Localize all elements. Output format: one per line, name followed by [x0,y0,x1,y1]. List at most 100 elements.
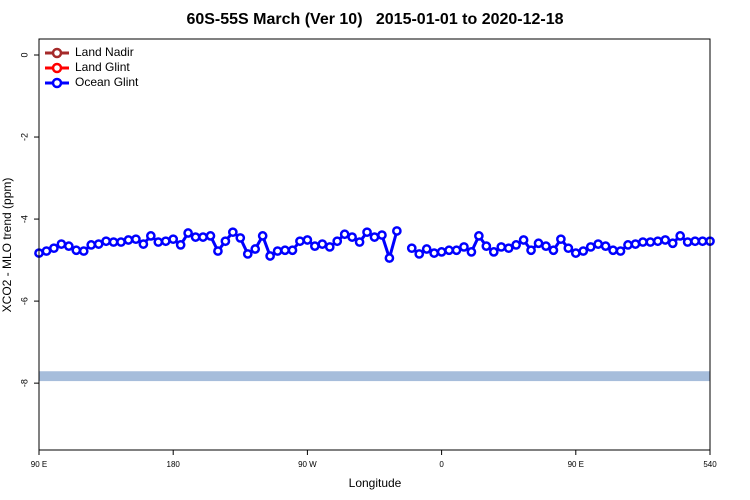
point [392,226,402,236]
point [474,231,484,241]
point [682,237,693,247]
point [235,233,246,243]
point [511,240,522,250]
point [675,231,686,241]
point [667,238,678,249]
point [198,232,208,242]
point [645,237,656,247]
y-tick-label: -2 [19,133,29,141]
point [332,236,343,247]
point [280,245,290,256]
point [362,227,372,238]
point [481,241,492,251]
point [660,235,671,245]
point [541,241,551,251]
point [160,236,171,247]
point [272,246,283,256]
y-tick-label: -4 [19,215,29,223]
point [466,247,477,257]
point [377,230,387,240]
point [496,242,507,252]
point [623,240,633,250]
point [384,253,395,263]
point [347,232,357,242]
point [556,234,566,245]
point [615,246,626,256]
point [183,228,193,238]
x-tick-label: 180 [167,460,181,469]
point [93,239,104,249]
y-tick-label: -6 [19,297,29,305]
reference-band [39,371,710,382]
point [205,231,216,241]
point [41,246,52,256]
point [488,247,499,257]
legend-label: Land Glint [75,60,130,74]
point [213,246,223,256]
point [608,245,618,256]
point [354,237,365,247]
point [101,236,111,247]
y-tick-label: -8 [19,379,29,387]
point [697,236,708,247]
legend-marker [51,77,63,89]
point [220,236,231,247]
point [578,246,589,256]
point [250,244,261,254]
point [429,248,439,258]
point [168,234,179,245]
point [585,242,596,252]
point [503,243,514,254]
point [652,236,663,247]
point [145,231,156,241]
point [295,236,305,247]
x-tick-label: 90 E [568,460,584,469]
y-axis-label: XCO2 - MLO trend (ppm) [0,178,14,313]
x-axis-label: Longitude [349,476,402,490]
point [63,241,74,251]
point [317,239,328,249]
x-tick-label: 90 E [31,460,47,469]
plot-frame [38,38,711,451]
point [421,244,432,254]
point [287,245,298,256]
point [86,240,97,250]
point [548,245,559,256]
point [369,232,380,242]
point [526,245,536,256]
point [324,242,335,252]
point [690,236,700,247]
point [570,248,581,258]
point [131,234,141,245]
point [593,239,604,249]
point [339,229,350,240]
point [406,243,417,254]
x-tick-label: 0 [439,460,444,469]
point [227,227,238,238]
point [451,245,462,256]
y-tick-label: 0 [19,52,29,57]
legend-label: Ocean Glint [75,75,139,89]
point [302,235,313,245]
point [533,238,544,249]
point [265,251,275,261]
point [459,242,469,252]
point [108,237,119,247]
legend-label: Land Nadir [75,45,134,59]
point [638,237,648,247]
point [138,239,149,249]
point [600,241,611,251]
point [242,249,253,259]
point [71,245,82,256]
point [49,243,59,254]
point [116,237,126,247]
x-tick-label: 90 W [298,460,317,469]
point [78,246,89,256]
point [56,239,67,249]
point [190,232,201,242]
point [518,235,529,245]
point [257,231,268,241]
point [153,237,164,247]
point [630,239,641,249]
point [175,240,186,250]
